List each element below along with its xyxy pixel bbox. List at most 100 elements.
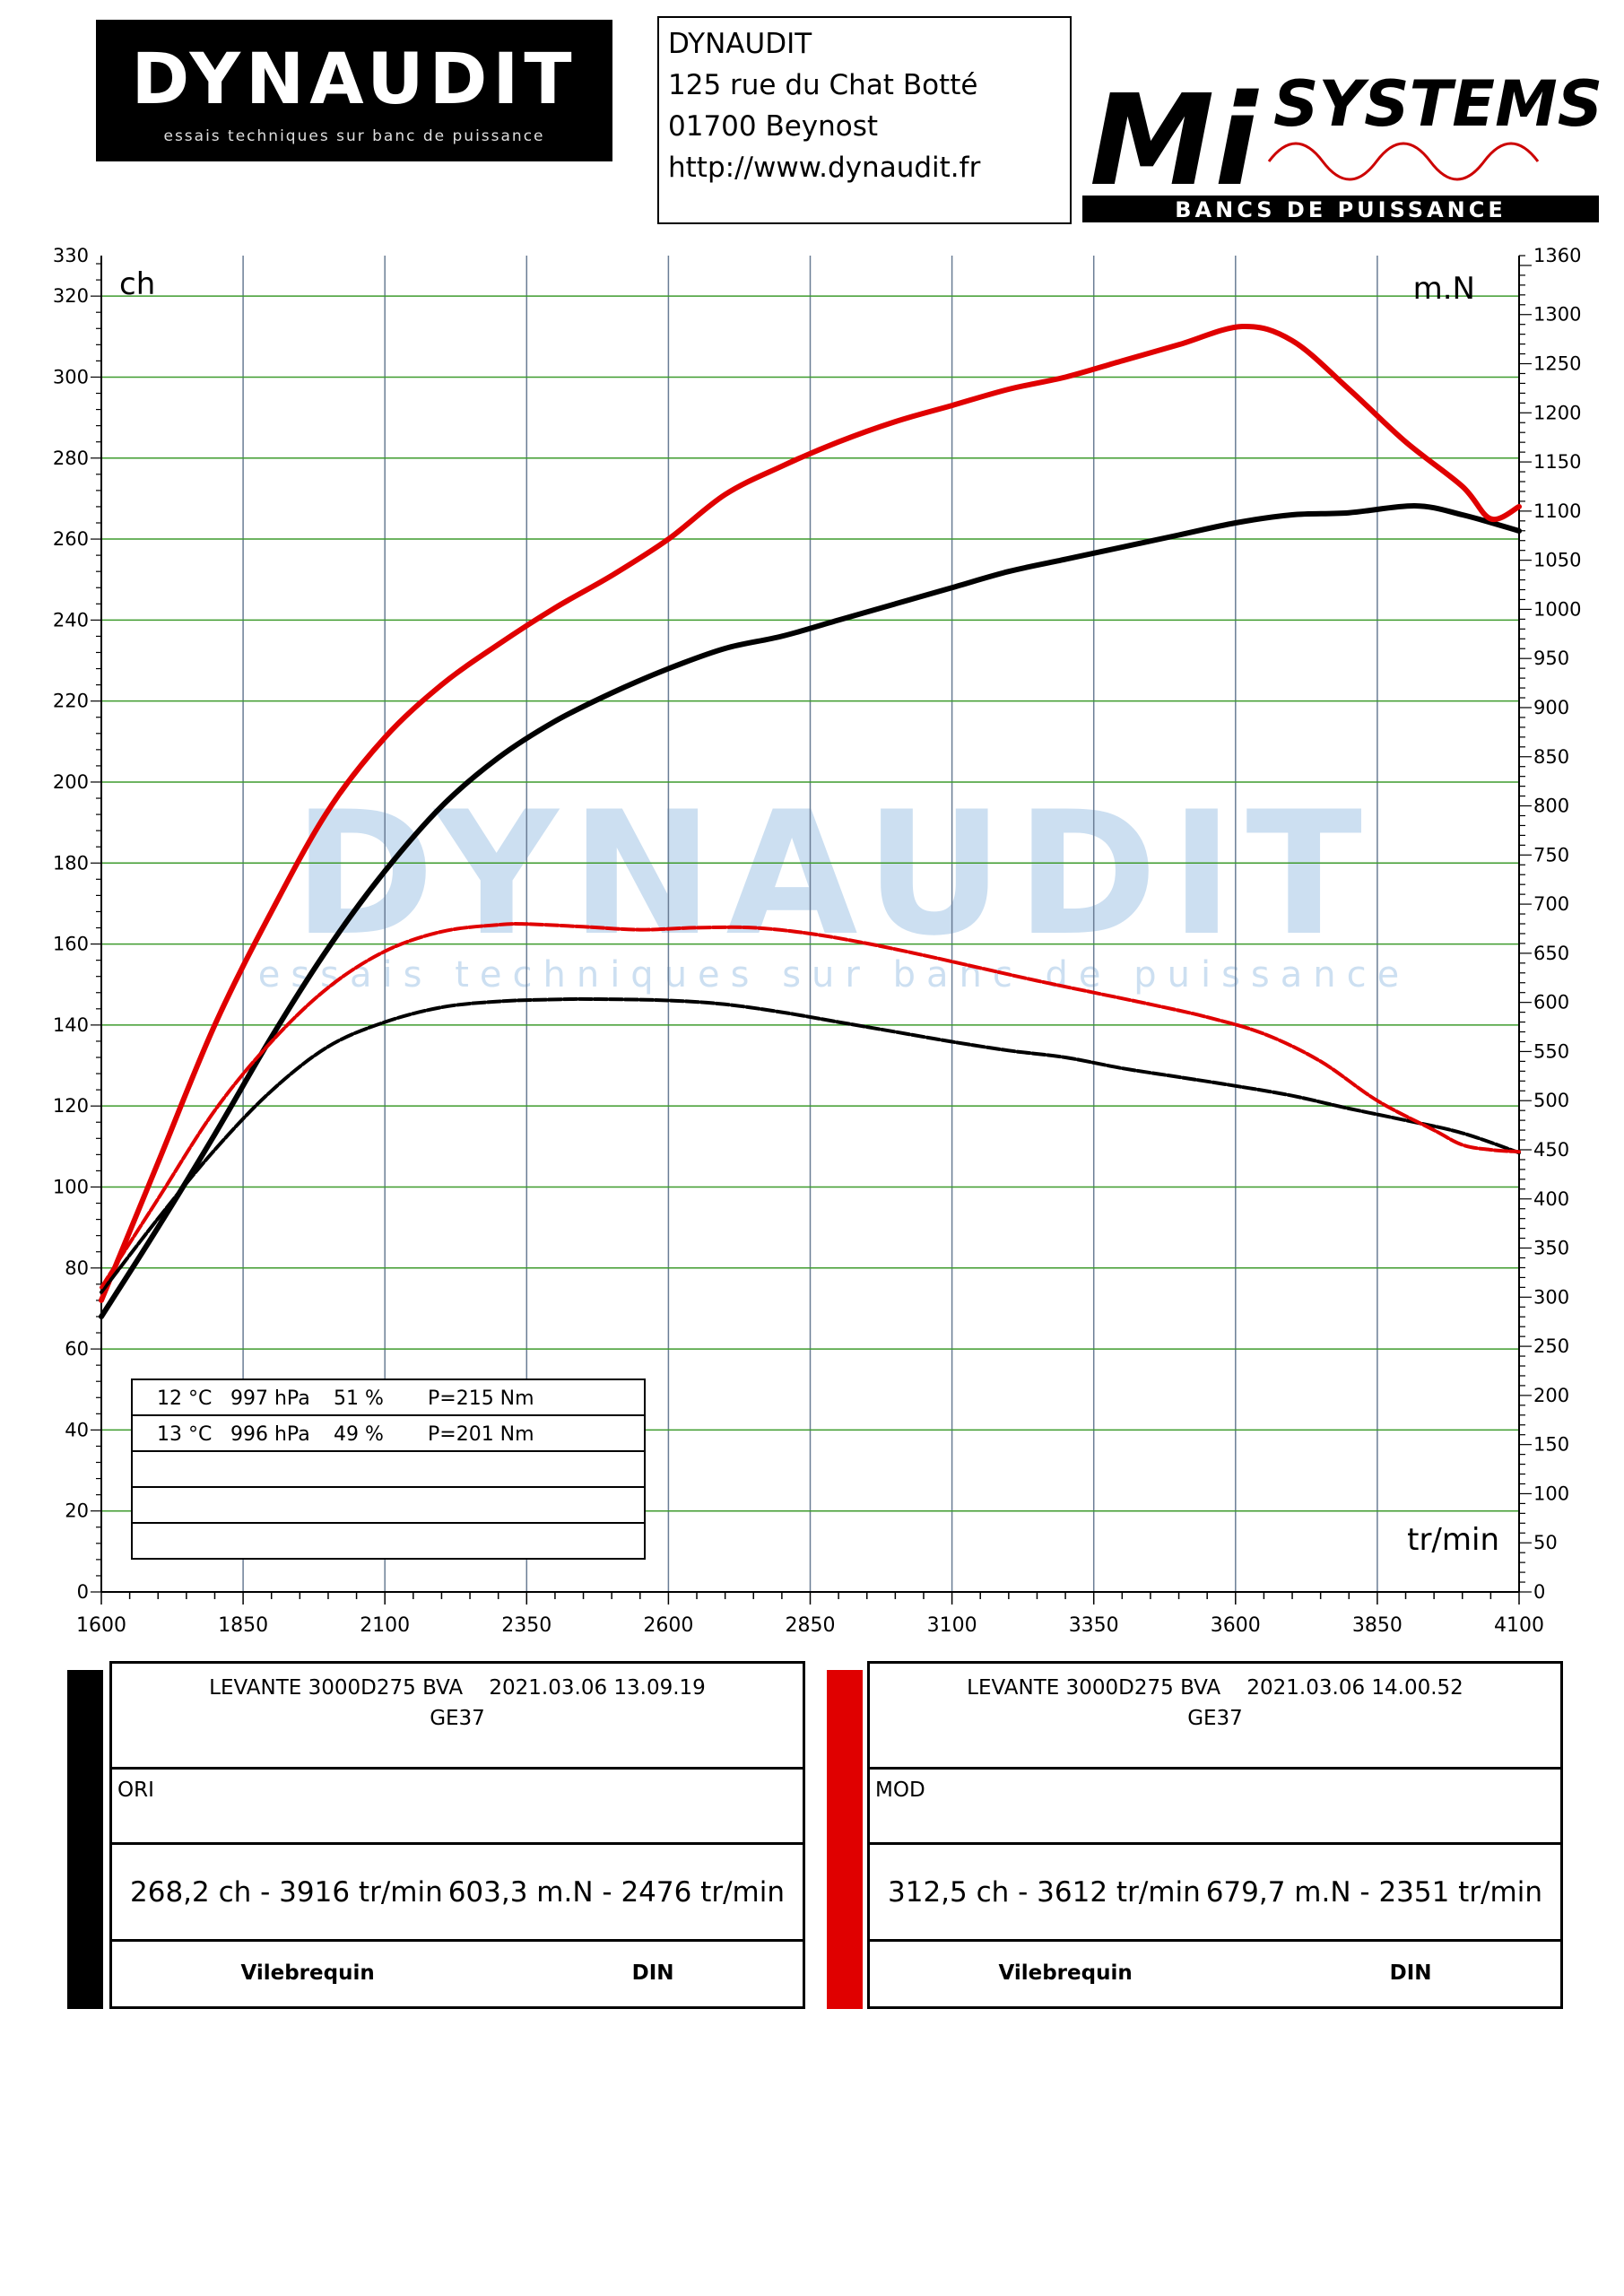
y-right-tick-label: 300 — [1533, 1286, 1569, 1308]
run-2-power-result: 312,5 ch - 3612 tr/min — [888, 1875, 1201, 1909]
logo-tagline-band — [1082, 196, 1599, 222]
run-1-results: 268,2 ch - 3916 tr/min 603,3 m.N - 2476 … — [112, 1845, 803, 1942]
run-1-torque-result: 603,3 m.N - 2476 tr/min — [447, 1875, 785, 1909]
logo-sine-wave — [1267, 142, 1540, 181]
y-left-tick-label: 280 — [53, 448, 89, 469]
y-left-tick-label: 220 — [53, 691, 89, 712]
power-torque-chart: DYNAUDIT essais techniques sur banc de p… — [53, 245, 1582, 1632]
address-line-city: 01700 Beynost — [668, 110, 879, 143]
conditions-row — [131, 1522, 646, 1560]
run-2-panel: LEVANTE 3000D275 BVA 2021.03.06 14.00.52… — [867, 1661, 1563, 2009]
y-right-tick-label: 600 — [1533, 992, 1569, 1013]
conditions-temp: 12 °C — [157, 1387, 212, 1410]
misystems-logo: Mi SYSTEMS BANCS DE PUISSANCE — [1082, 67, 1601, 222]
run-1-color-bar — [67, 1670, 103, 2009]
conditions-humidity: 51 % — [334, 1387, 384, 1410]
y-left-tick-label: 140 — [53, 1014, 89, 1036]
y-left-tick-label: 80 — [65, 1257, 89, 1279]
y-right-tick-label: 650 — [1533, 943, 1569, 964]
x-tick-label: 2100 — [360, 1614, 410, 1632]
run-2-color-bar — [827, 1670, 863, 2009]
y-left-tick-label: 200 — [53, 771, 89, 793]
x-tick-label: 3350 — [1069, 1614, 1119, 1632]
y-left-tick-label: 40 — [65, 1419, 89, 1440]
y-right-tick-label: 50 — [1533, 1532, 1558, 1553]
run-2-torque-result: 679,7 m.N - 2351 tr/min — [1205, 1875, 1542, 1909]
y-right-tick-label: 1360 — [1533, 245, 1581, 266]
y-left-tick-label: 300 — [53, 366, 89, 387]
y-left-tick-label: 180 — [53, 852, 89, 874]
series-mod-torque-line — [100, 922, 1521, 1290]
conditions-temp: 13 °C — [157, 1423, 212, 1446]
y-right-tick-label: 1200 — [1533, 402, 1581, 423]
y-right-tick-label: 850 — [1533, 746, 1569, 768]
x-tick-label: 3100 — [927, 1614, 977, 1632]
conditions-humidity: 49 % — [334, 1423, 384, 1446]
run-1-header: LEVANTE 3000D275 BVA 2021.03.06 13.09.19… — [112, 1664, 803, 1770]
y-right-tick-label: 400 — [1533, 1188, 1569, 1210]
y-left-tick-label: 260 — [53, 528, 89, 550]
run-2-vehicle: LEVANTE 3000D275 BVA — [967, 1676, 1221, 1700]
y-right-tick-label: 350 — [1533, 1238, 1569, 1259]
conditions-table: 12 °C 997 hPa 51 % P=215 Nm 13 °C 996 hPa 49 %… — [131, 1378, 646, 1560]
y-left-tick-label: 120 — [53, 1095, 89, 1117]
run-2-header: LEVANTE 3000D275 BVA 2021.03.06 14.00.52… — [870, 1664, 1560, 1770]
y-right-tick-label: 1250 — [1533, 353, 1581, 375]
y-right-tick-label: 1000 — [1533, 598, 1581, 620]
run-2-datetime: 2021.03.06 14.00.52 — [1246, 1676, 1463, 1700]
dynaudit-logo: DYNAUDIT essais techniques sur banc de p… — [96, 20, 612, 161]
run-2-mode-norm: DIN — [1389, 1961, 1432, 1985]
logo-mi-letters: Mi — [1090, 68, 1259, 214]
y-left-tick-label: 330 — [53, 245, 89, 266]
conditions-row — [131, 1414, 646, 1452]
y-right-axis-label: m.N — [1413, 271, 1475, 307]
series-ori-power-line — [99, 502, 1522, 1319]
y-right-tick-label: 1150 — [1533, 451, 1581, 473]
y-left-tick-label: 0 — [77, 1581, 89, 1603]
y-right-tick-label: 1300 — [1533, 304, 1581, 326]
conditions-loss: P=201 Nm — [428, 1423, 534, 1446]
watermark-tagline: essais techniques sur banc de puissance — [258, 954, 1411, 996]
conditions-pressure: 996 hPa — [230, 1423, 310, 1446]
y-right-tick-label: 450 — [1533, 1139, 1569, 1161]
y-right-tick-label: 750 — [1533, 844, 1569, 865]
conditions-row — [131, 1486, 646, 1524]
x-tick-label: 3600 — [1211, 1614, 1261, 1632]
run-1-panel: LEVANTE 3000D275 BVA 2021.03.06 13.09.19… — [109, 1661, 805, 2009]
y-right-tick-label: 150 — [1533, 1434, 1569, 1456]
run-1-config: ORI — [112, 1770, 803, 1845]
run-1-mode-norm: DIN — [631, 1961, 674, 1985]
y-right-tick-label: 700 — [1533, 893, 1569, 915]
address-line-website: http://www.dynaudit.fr — [668, 152, 981, 184]
y-left-tick-label: 240 — [53, 609, 89, 631]
y-right-tick-label: 950 — [1533, 648, 1569, 669]
conditions-row — [131, 1378, 646, 1416]
address-line-company: DYNAUDIT — [668, 28, 812, 60]
run-1-power-result: 268,2 ch - 3916 tr/min — [130, 1875, 443, 1909]
chart-series — [99, 323, 1522, 1319]
run-2-results: 312,5 ch - 3612 tr/min 679,7 m.N - 2351 … — [870, 1845, 1560, 1942]
logo-systems-text: SYSTEMS — [1273, 67, 1601, 141]
y-left-tick-label: 160 — [53, 934, 89, 955]
x-tick-label: 1850 — [218, 1614, 268, 1632]
x-tick-label: 4100 — [1494, 1614, 1544, 1632]
x-tick-label: 2850 — [786, 1614, 836, 1632]
series-ori-torque-line — [100, 996, 1521, 1294]
conditions-loss: P=215 Nm — [428, 1387, 534, 1410]
y-left-tick-label: 320 — [53, 285, 89, 307]
x-tick-label: 3850 — [1352, 1614, 1403, 1632]
run-1-datetime: 2021.03.06 13.09.19 — [489, 1676, 706, 1700]
address-box: DYNAUDIT 125 rue du Chat Botté 01700 Bey… — [657, 16, 1072, 224]
logo-tagline: BANCS DE PUISSANCE — [1175, 197, 1507, 222]
conditions-pressure: 997 hPa — [230, 1387, 310, 1410]
logo-brand-text: DYNAUDIT — [131, 39, 578, 120]
x-axis-label: tr/min — [1407, 1522, 1499, 1558]
conditions-row — [131, 1450, 646, 1488]
run-1-code: GE37 — [430, 1707, 485, 1730]
y-right-tick-label: 500 — [1533, 1090, 1569, 1111]
logo-tagline: essais techniques sur banc de puissance — [163, 127, 545, 145]
address-line-street: 125 rue du Chat Botté — [668, 69, 978, 101]
run-1-mode: Vilebrequin DIN — [112, 1942, 803, 2005]
watermark: DYNAUDIT essais techniques sur banc de p… — [258, 775, 1411, 996]
run-2-config: MOD — [870, 1770, 1560, 1845]
